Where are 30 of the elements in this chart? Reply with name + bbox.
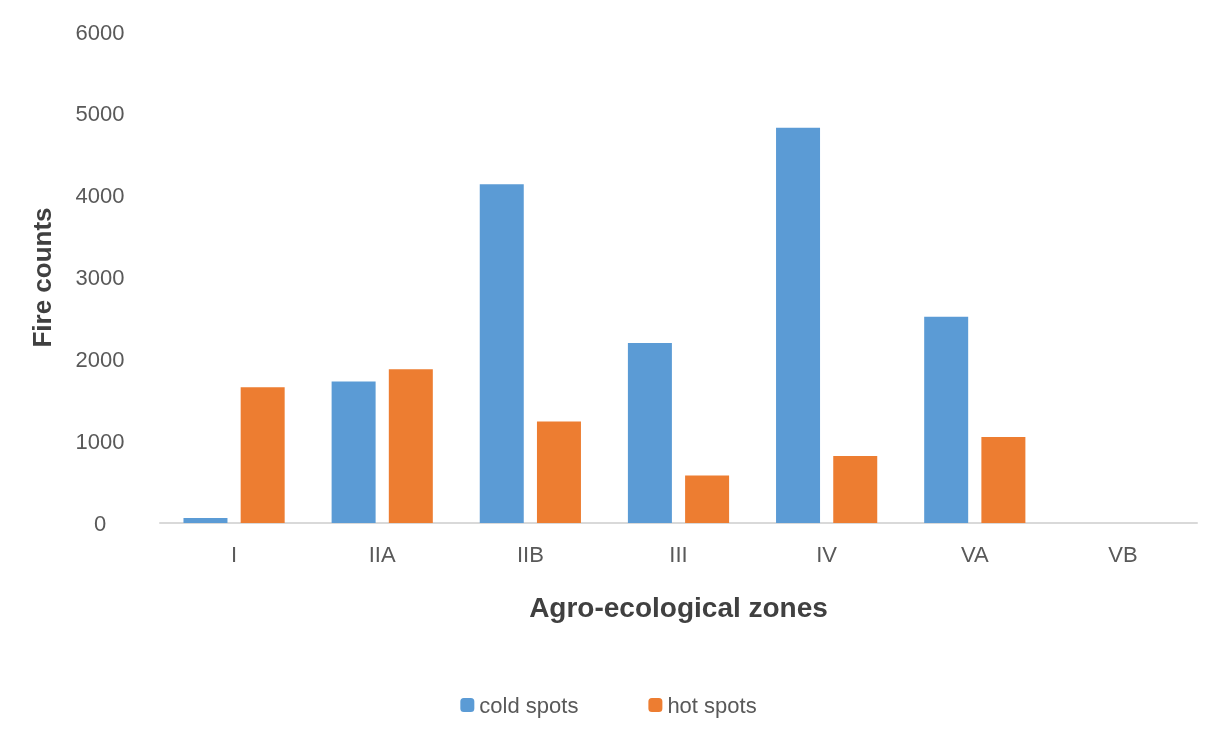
bar: [240, 387, 285, 523]
legend-label: cold spots: [479, 692, 579, 718]
y-tick-label: 1000: [75, 428, 125, 454]
y-axis-title: Fire counts: [27, 207, 57, 348]
x-tick-label: VB: [1108, 541, 1138, 567]
bar: [685, 475, 730, 523]
bar: [627, 342, 672, 523]
x-tick-label: III: [669, 541, 688, 567]
bar: [924, 316, 969, 523]
bar: [776, 127, 821, 523]
x-tick-label: IIA: [368, 541, 396, 567]
legend-label: hot spots: [667, 692, 757, 718]
y-tick-label: 6000: [75, 19, 125, 45]
bar: [981, 437, 1026, 523]
y-tick-label: 3000: [75, 265, 125, 290]
x-tick-label: VA: [960, 541, 989, 567]
y-tick-label: 0: [93, 510, 107, 536]
bar: [331, 381, 376, 523]
bar: [183, 518, 228, 523]
x-tick-label: I: [231, 541, 238, 567]
y-tick-label: 4000: [75, 183, 125, 209]
bar: [388, 369, 433, 523]
bar: [536, 421, 581, 523]
bar: [833, 455, 878, 523]
bar: [479, 184, 524, 523]
x-axis-title: Agro-ecological zones: [529, 591, 828, 623]
y-tick-label: 2000: [75, 346, 125, 372]
x-tick-label: IV: [816, 541, 838, 567]
x-tick-label: IIB: [516, 541, 544, 567]
y-tick-label: 5000: [75, 101, 125, 127]
